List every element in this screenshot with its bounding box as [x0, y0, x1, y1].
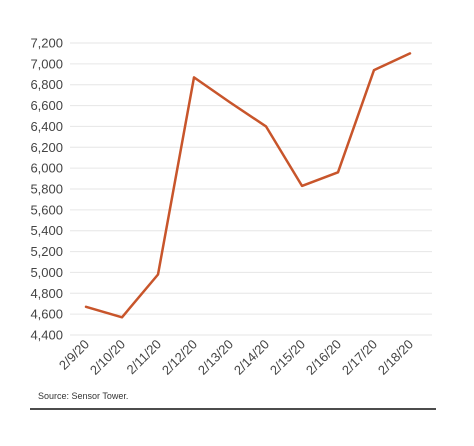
series-line [84, 52, 412, 319]
x-tick-label: 2/10/20 [87, 337, 128, 378]
x-axis-tick-labels: 2/9/202/10/202/11/202/12/202/13/202/14/2… [56, 337, 416, 378]
x-tick-label: 2/16/20 [303, 337, 344, 378]
y-tick-label: 4,400 [30, 328, 63, 343]
x-tick-label: 2/13/20 [195, 337, 236, 378]
y-tick-label: 6,200 [30, 140, 63, 155]
gridlines [70, 42, 432, 336]
x-tick-label: 2/18/20 [375, 337, 416, 378]
y-tick-label: 6,400 [30, 119, 63, 134]
y-tick-label: 7,200 [30, 36, 63, 51]
y-axis-tick-labels: 4,400 4,600 4,800 5,000 5,200 5,400 5,600 5,800… [30, 36, 63, 343]
x-tick-label: 2/14/20 [231, 337, 272, 378]
y-tick-label: 6,600 [30, 98, 63, 113]
x-tick-label: 2/11/20 [124, 337, 165, 378]
x-tick-label: 2/17/20 [339, 337, 380, 378]
source-note: Source: Sensor Tower. [38, 391, 128, 401]
y-tick-label: 6,000 [30, 161, 63, 176]
y-tick-label: 6,800 [30, 77, 63, 92]
y-tick-label: 5,400 [30, 223, 63, 238]
y-tick-label: 5,200 [30, 244, 63, 259]
y-tick-label: 5,600 [30, 202, 63, 217]
y-tick-label: 5,800 [30, 182, 63, 197]
y-tick-label: 4,800 [30, 286, 63, 301]
y-tick-label: 5,000 [30, 265, 63, 280]
series-layer [84, 52, 412, 319]
x-tick-label: 2/12/20 [159, 337, 200, 378]
y-tick-label: 7,000 [30, 56, 63, 71]
x-tick-label: 2/15/20 [267, 337, 308, 378]
y-tick-label: 4,600 [30, 307, 63, 322]
